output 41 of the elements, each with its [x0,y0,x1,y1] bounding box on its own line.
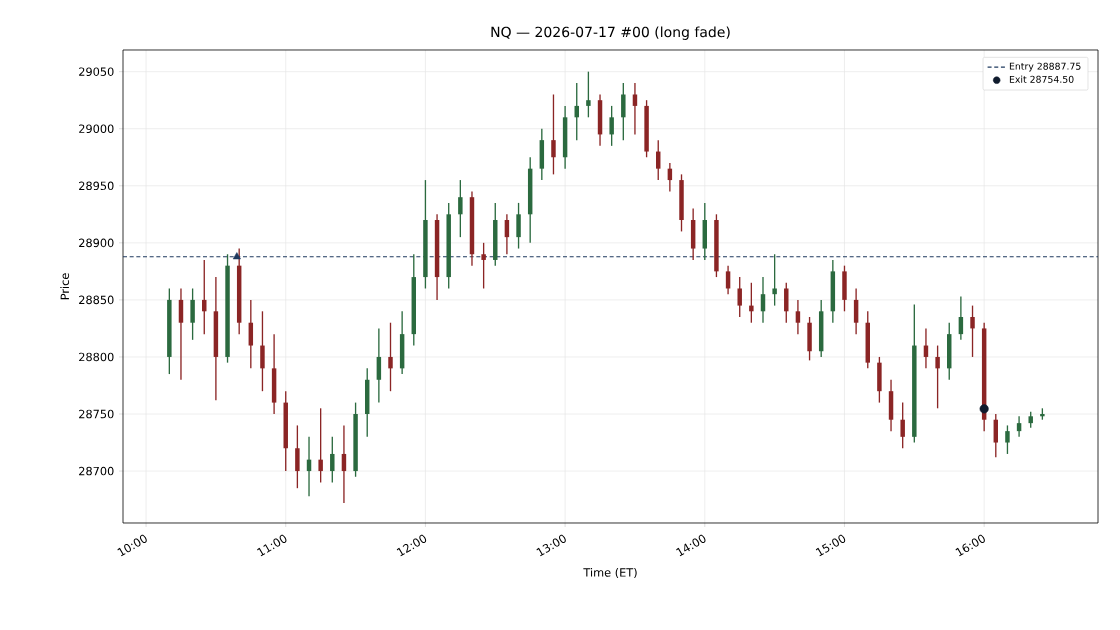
candlestick [330,436,335,484]
candlestick [737,276,742,318]
candlestick [772,253,777,307]
candlestick [481,242,486,290]
candlestick [749,282,754,324]
candlestick [609,105,614,147]
candlestick [795,299,801,335]
candlestick [621,82,626,141]
candlestick [784,282,789,324]
chart-title: NQ — 2026-07-17 #00 (long fade) [491,26,730,40]
y-tick-label: 28700 [79,466,114,476]
candlestick [295,424,300,489]
y-tick-label: 29050 [79,67,114,76]
candlestick [376,327,382,404]
candlestick [900,401,905,449]
y-tick-label: 28750 [79,409,114,419]
candlestick [318,407,323,484]
y-tick-label: 28900 [79,238,114,248]
y-tick-label: 29000 [79,124,114,134]
candlestick [190,287,195,341]
candlestick [178,287,184,381]
y-tick-label: 28850 [79,295,114,305]
legend-label: Exit 28754.50 [1009,75,1074,83]
y-axis-title: Price [60,273,70,300]
candlestick [1005,424,1010,455]
candlestick [516,202,521,250]
y-tick-label: 28950 [79,181,114,191]
candlestick [993,413,999,459]
candlestick [970,304,975,358]
candlestick [935,344,940,409]
x-axis-title: Time (ET) [583,567,637,579]
candlestick [853,287,859,335]
candlestick [388,322,393,392]
candlestick [551,93,556,176]
candlestick [586,71,591,118]
legend-label: Entry 28887.75 [1009,62,1081,72]
y-tick-label: 28800 [79,352,114,362]
candlestick [260,310,265,392]
candlestick [632,82,638,136]
candlestick [458,179,463,238]
candlestick [248,299,254,370]
